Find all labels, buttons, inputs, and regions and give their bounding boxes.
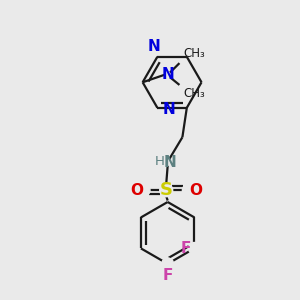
Text: S: S bbox=[160, 181, 173, 199]
Text: CH₃: CH₃ bbox=[183, 46, 205, 60]
Text: O: O bbox=[130, 183, 143, 198]
Circle shape bbox=[189, 242, 200, 254]
Text: N: N bbox=[163, 102, 176, 117]
Circle shape bbox=[182, 184, 194, 196]
Text: F: F bbox=[163, 268, 173, 283]
Circle shape bbox=[160, 184, 173, 197]
Text: N: N bbox=[161, 68, 174, 82]
Circle shape bbox=[162, 258, 174, 270]
Text: O: O bbox=[189, 183, 202, 198]
Text: F: F bbox=[181, 241, 191, 256]
Text: H: H bbox=[155, 155, 165, 168]
Circle shape bbox=[138, 184, 150, 196]
Text: CH₃: CH₃ bbox=[183, 87, 205, 100]
Text: N: N bbox=[164, 155, 176, 170]
Text: N: N bbox=[148, 39, 160, 54]
